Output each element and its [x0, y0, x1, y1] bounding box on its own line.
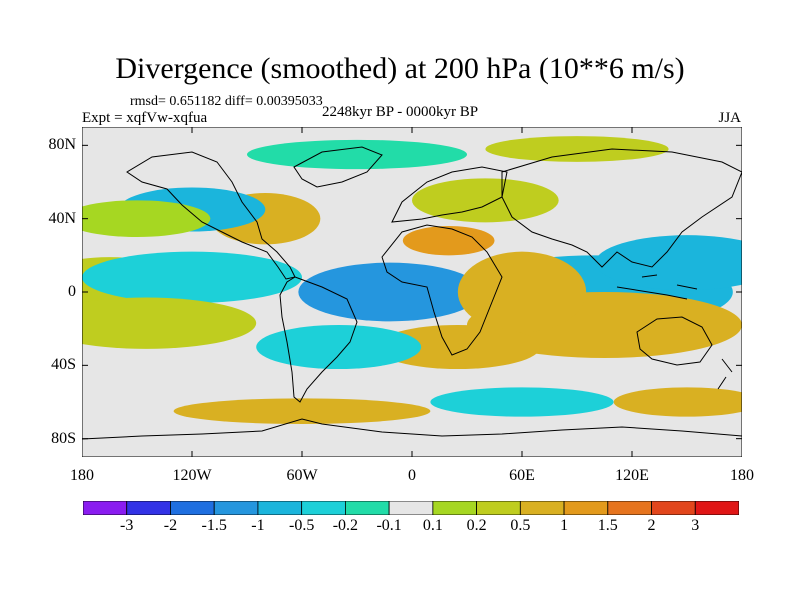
colorbar-label: -1	[251, 517, 265, 534]
colorbar	[82, 500, 740, 520]
colorbar-label: -3	[120, 517, 134, 534]
divergence-contour	[613, 387, 742, 417]
colorbar-swatch	[388, 500, 434, 516]
coast-indonesia	[616, 274, 698, 300]
colorbar-label: -1.5	[201, 517, 227, 534]
colorbar-label: 1.5	[597, 517, 618, 534]
divergence-contour	[82, 297, 257, 349]
colorbar-label: 3	[691, 517, 700, 534]
divergence-contour	[595, 235, 742, 291]
colorbar-swatch	[607, 500, 652, 516]
colorbar-label: 0.2	[466, 517, 487, 534]
colorbar-swatch	[213, 500, 259, 516]
lat-tick-label: 80N	[48, 136, 76, 154]
lon-tick-label: 0	[408, 467, 416, 484]
divergence-contour	[256, 325, 422, 369]
colorbar-label: 0.1	[422, 517, 443, 534]
divergence-contour	[412, 178, 559, 223]
colorbar-swatch	[301, 500, 346, 516]
lon-tick-label: 180	[730, 467, 754, 484]
divergence-contour	[82, 251, 302, 303]
colorbar-swatch	[476, 500, 521, 516]
lat-tick-label: 40S	[51, 356, 76, 374]
colorbar-label: 1	[560, 517, 569, 534]
divergence-contour	[375, 325, 541, 369]
colorbar-label: -0.5	[288, 517, 315, 534]
divergence-contour	[402, 226, 495, 256]
lon-tick-label: 60E	[509, 467, 535, 484]
colorbar-label: 2	[647, 517, 656, 534]
divergence-map	[81, 126, 743, 458]
lon-tick-label: 60W	[286, 467, 318, 484]
divergence-contour	[247, 139, 467, 170]
lon-tick-label: 120W	[172, 467, 212, 484]
divergence-contour	[173, 398, 431, 424]
lon-tick-label: 120E	[615, 467, 649, 484]
map-panel	[81, 126, 743, 462]
colorbar-swatch	[651, 500, 696, 516]
stats-label: rmsd= 0.651182 diff= 0.00395033	[130, 94, 323, 109]
coast-europe	[391, 166, 508, 223]
divergence-contour	[430, 387, 614, 417]
divergence-contour	[82, 200, 211, 237]
season-label: JJA	[718, 110, 741, 126]
lat-tick-label: 40N	[48, 209, 76, 227]
colorbar-label: -0.2	[332, 517, 359, 534]
coast-south-america	[279, 276, 358, 403]
plot-title: Divergence (smoothed) at 200 hPa (10**6 …	[115, 52, 685, 85]
colorbar-label: -0.1	[376, 517, 402, 534]
divergence-contour	[298, 262, 482, 322]
colorbar-swatch	[563, 500, 609, 516]
colorbar-swatch	[82, 500, 128, 516]
colorbar-swatch	[519, 500, 565, 516]
coast-new-zealand	[717, 358, 733, 390]
coast-antarctica	[82, 418, 742, 440]
divergence-field	[82, 136, 742, 424]
colorbar-swatch	[694, 500, 740, 516]
colorbar-label: -2	[163, 517, 178, 534]
divergence-contour	[457, 251, 587, 333]
colorbar-label: 0.5	[510, 517, 531, 534]
lat-tick-label: 80S	[51, 429, 76, 447]
coast-greenland	[293, 146, 383, 188]
colorbar-bar	[82, 500, 740, 516]
colorbar-swatch	[344, 500, 390, 516]
colorbar-swatch	[257, 500, 303, 516]
lat-tick-label: 0	[68, 283, 76, 300]
coastlines	[82, 146, 742, 440]
colorbar-swatch	[432, 500, 478, 516]
coast-asia	[501, 148, 742, 268]
lon-tick-label: 180	[70, 467, 94, 484]
divergence-contour	[485, 136, 669, 162]
coast-australia	[636, 316, 713, 366]
period-label: 2248kyr BP - 0000kyr BP	[322, 104, 479, 120]
coast-africa	[381, 224, 503, 356]
colorbar-swatch	[126, 500, 171, 516]
colorbar-swatch	[170, 500, 215, 516]
experiment-label: Expt = xqfVw-xqfua	[82, 110, 208, 126]
